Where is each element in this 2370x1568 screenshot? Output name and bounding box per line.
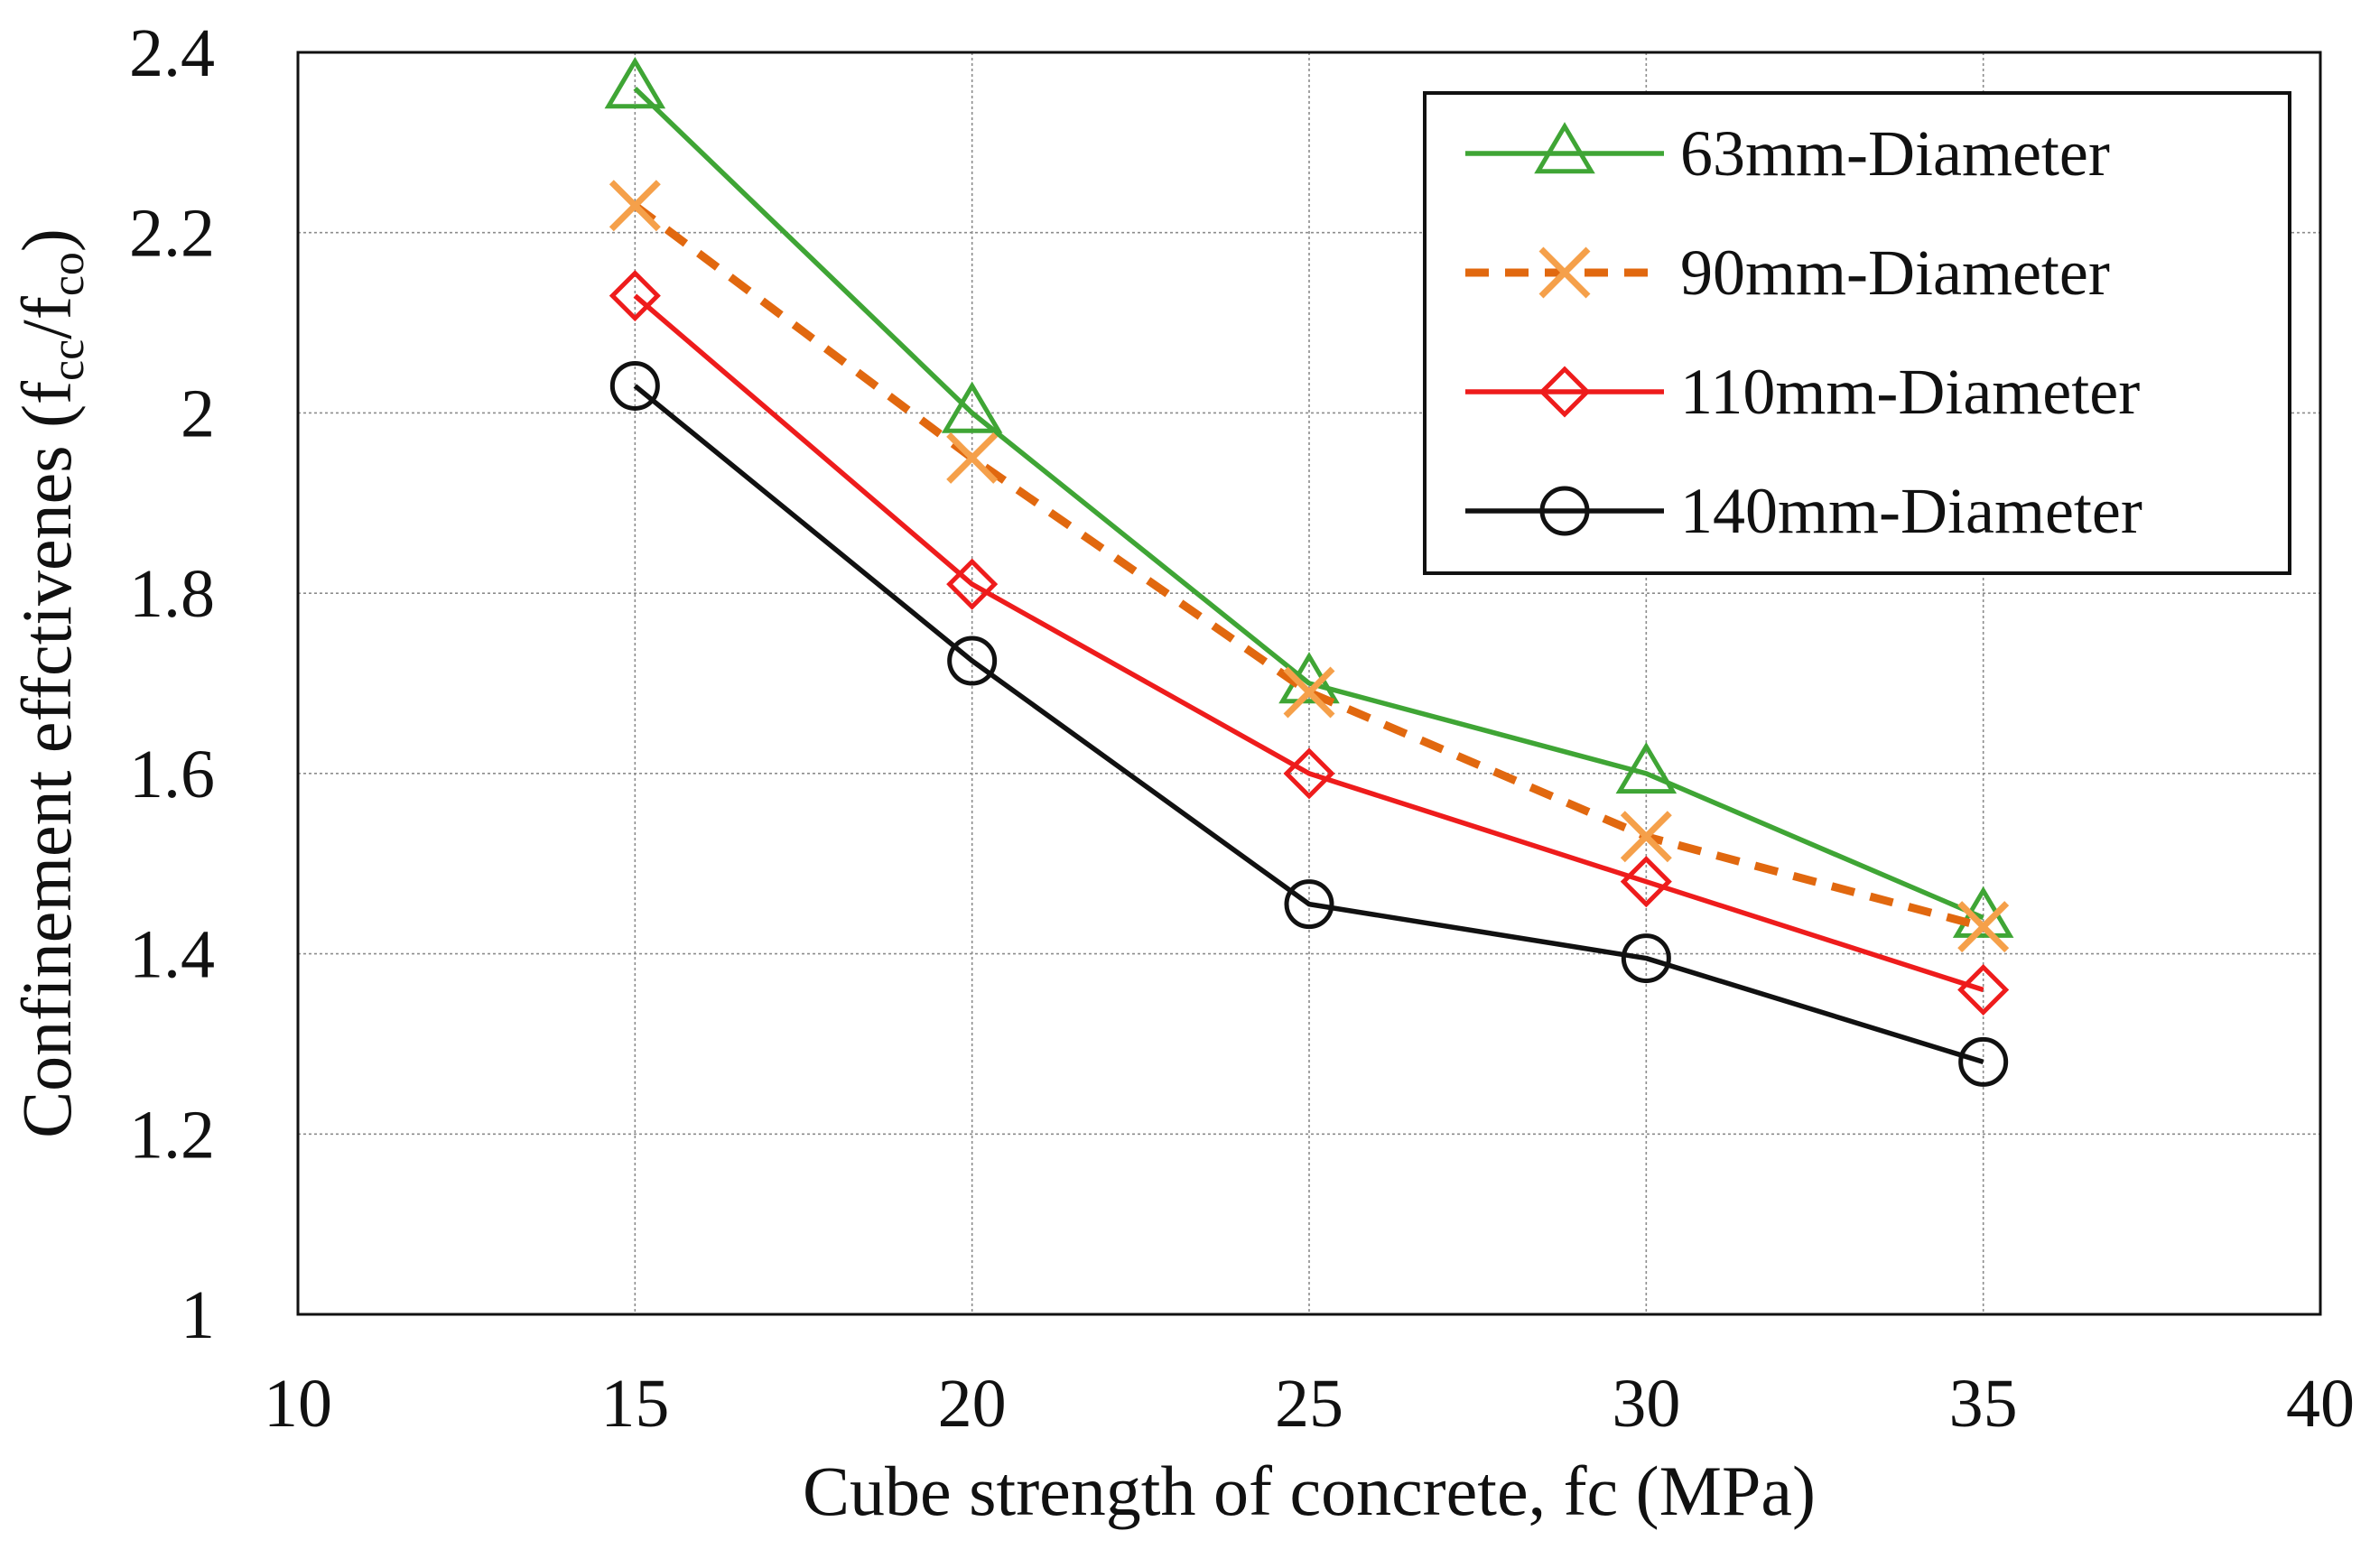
legend-marker xyxy=(1538,246,1591,299)
x-tick-label: 10 xyxy=(264,1366,332,1442)
y-axis-title: Confinement effctivenes (fcc/fco) xyxy=(7,228,94,1138)
y-axis-title-main: Confinement effctivenes (f xyxy=(7,381,86,1138)
legend-label: 63mm-Diameter xyxy=(1680,117,2110,190)
data-point xyxy=(946,431,999,484)
data-point xyxy=(609,270,661,322)
legend-marker xyxy=(1534,122,1595,174)
tick-layer: 10 15 20 25 30 35 40 1 1.2 1.4 1.6 1.8 2 2.2 2.4 xyxy=(129,15,2355,1442)
y-axis-title-end: ) xyxy=(7,228,86,252)
legend-label: 110mm-Diameter xyxy=(1680,356,2140,428)
legend-label: 90mm-Diameter xyxy=(1680,237,2110,309)
x-tick-label: 15 xyxy=(600,1366,669,1442)
plot-frame xyxy=(296,51,2322,1316)
data-point xyxy=(1620,856,1672,908)
x-tick-label: 35 xyxy=(1949,1366,2018,1442)
series-line xyxy=(633,384,1984,1065)
series-line xyxy=(633,86,1984,921)
y-axis-title-sub2: co xyxy=(42,252,94,296)
series-line xyxy=(632,202,1984,931)
y-tick-label: 1.2 xyxy=(129,1097,215,1173)
data-point xyxy=(1283,747,1335,800)
data-point xyxy=(1283,666,1335,719)
y-tick-label: 1.4 xyxy=(129,917,215,993)
data-point xyxy=(941,381,1003,433)
x-tick-label: 30 xyxy=(1612,1366,1680,1442)
data-point xyxy=(1620,811,1672,863)
data-point xyxy=(946,558,999,610)
series-line xyxy=(633,293,1984,993)
data-point xyxy=(609,360,660,411)
y-axis-title-sub1: cc xyxy=(42,339,94,381)
data-point xyxy=(1957,963,2010,1016)
x-axis-title: Cube strength of concrete, fc (MPa) xyxy=(803,1452,1816,1530)
legend-entry: 90mm-Diameter xyxy=(1465,237,2110,309)
y-tick-label: 2.2 xyxy=(129,196,215,272)
y-tick-label: 2 xyxy=(181,376,215,451)
data-point xyxy=(947,636,998,686)
y-tick-label: 1.6 xyxy=(129,737,215,812)
legend-marker xyxy=(1538,366,1591,418)
series-110mm-Diameter xyxy=(609,270,2010,1016)
data-point xyxy=(1615,741,1678,794)
series-140mm-Diameter xyxy=(609,360,2009,1087)
data-point xyxy=(1621,933,1671,984)
legend-marker xyxy=(1539,486,1590,536)
legend-label: 140mm-Diameter xyxy=(1680,475,2142,547)
x-tick-label: 25 xyxy=(1275,1366,1343,1442)
data-point xyxy=(1284,879,1334,930)
legend-entry: 63mm-Diameter xyxy=(1465,117,2110,190)
data-point xyxy=(604,57,666,109)
series-90mm-Diameter xyxy=(609,180,2010,953)
series-layer xyxy=(604,57,2014,1087)
x-tick-label: 20 xyxy=(938,1366,1007,1442)
y-tick-label: 1.8 xyxy=(129,556,215,632)
y-tick-label: 2.4 xyxy=(129,15,215,91)
data-point xyxy=(609,180,661,232)
y-axis-title-mid: /f xyxy=(7,296,86,339)
data-point xyxy=(1957,901,2010,953)
legend-entry: 140mm-Diameter xyxy=(1465,475,2142,547)
x-tick-label: 40 xyxy=(2286,1366,2355,1442)
y-tick-label: 1 xyxy=(181,1277,215,1353)
legend: 63mm-Diameter 90mm-Diameter 110mm-Diameter… xyxy=(1423,91,2291,575)
data-point xyxy=(1958,1036,2009,1087)
legend-entry: 110mm-Diameter xyxy=(1465,356,2140,428)
